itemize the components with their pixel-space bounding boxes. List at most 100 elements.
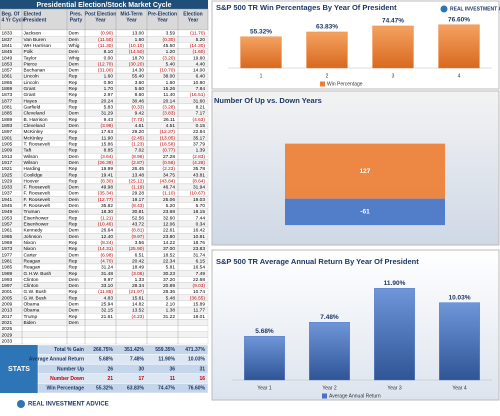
cell: 18.30 — [101, 209, 113, 215]
cell: 46.74 — [163, 185, 175, 191]
value-label: 5.68% — [255, 328, 274, 335]
stats-cell: 11.90% — [158, 357, 175, 363]
cell: (3.99) — [100, 123, 113, 129]
cell: (8.24) — [100, 240, 113, 246]
bar — [285, 198, 445, 226]
cell: Cleveland — [24, 111, 46, 117]
stats-cell: 76.60% — [188, 386, 206, 392]
cell: 28.36 — [163, 289, 175, 295]
cell: (1.60) — [192, 49, 205, 55]
cell: (11.85) — [98, 289, 113, 295]
cell: Rep — [69, 240, 78, 246]
cell: 1881 — [2, 105, 13, 111]
cell: (18.58) — [160, 141, 176, 147]
value-label: 7.48% — [320, 314, 339, 321]
bar — [240, 36, 282, 69]
cell: 37.00 — [163, 246, 175, 252]
cell: 2033 — [2, 338, 13, 344]
cell: T. Roosevelt — [24, 141, 51, 147]
bar — [439, 302, 480, 381]
logo-icon — [440, 5, 448, 13]
cell: 1901 — [2, 135, 13, 141]
cell: (25.12) — [129, 178, 145, 184]
cell: (0.30) — [162, 37, 175, 43]
cell: 1837 — [2, 37, 13, 43]
cell: F. Roosevelt — [24, 191, 51, 197]
x-tick-label: 3 — [392, 73, 395, 79]
cell: (13.05) — [160, 135, 176, 141]
cell: 4.51 — [166, 123, 176, 129]
stats-cell: 30 — [138, 366, 144, 372]
cell: (14.31) — [98, 246, 114, 252]
cell: Wilson — [24, 154, 39, 160]
cell: (3.83) — [162, 111, 175, 117]
cell: 16.42 — [193, 228, 205, 234]
cell: (1.21) — [100, 215, 113, 221]
table-title: Presidential Election/Stock Market Cycle — [37, 2, 172, 9]
cell: Rep — [69, 222, 78, 228]
cell: Kennedy — [24, 228, 44, 234]
cell: Buchanan — [24, 68, 46, 74]
cell: 2021 — [2, 320, 13, 326]
cell: 0.00 — [104, 55, 114, 61]
cell: 6.40 — [196, 74, 206, 80]
cell: Rep — [69, 314, 78, 320]
cell: 12.06 — [163, 222, 175, 228]
cell: 1865 — [2, 80, 13, 86]
cell: (9.03) — [192, 283, 205, 289]
cell: 5.81 — [166, 265, 176, 271]
cell: (3.64) — [100, 154, 113, 160]
stats-cell: 16 — [199, 376, 205, 382]
stats-row-bg — [37, 383, 209, 394]
cell: G.W. Bush — [24, 289, 47, 295]
cell: G.W. Bush — [24, 295, 47, 301]
cell: Biden — [24, 320, 37, 326]
cell: 1849 — [2, 55, 13, 61]
cell: 1909 — [2, 148, 13, 154]
cell: 14.22 — [163, 240, 175, 246]
cell: Rep — [69, 92, 78, 98]
value-label: 74.47% — [382, 18, 404, 25]
cell: 26.45 — [132, 166, 144, 172]
column-header: Year — [126, 17, 137, 23]
cell: 15.86 — [101, 141, 113, 147]
cell: 3.56 — [135, 240, 145, 246]
cell: 13.52 — [132, 308, 144, 314]
cell: 15.89 — [193, 302, 205, 308]
cell: 19.41 — [101, 172, 113, 178]
cell: 1921 — [2, 166, 13, 172]
cell: Dem — [69, 49, 79, 55]
cell: 1877 — [2, 98, 13, 104]
cell: 4.40 — [196, 61, 206, 67]
cell: 5.20 — [166, 203, 176, 209]
cell: (12.77) — [98, 197, 114, 203]
cell: 18.49 — [132, 265, 144, 271]
cell: 0.90 — [104, 80, 114, 86]
cell: (12.70) — [98, 61, 114, 67]
logo: REAL INVESTMENT ADVICE — [28, 402, 109, 408]
cell: Cleveland — [24, 123, 46, 129]
cell: 1869 — [2, 86, 13, 92]
cell: 23.83 — [193, 246, 205, 252]
cell: 18.70 — [132, 55, 144, 61]
cell: 29.28 — [132, 191, 144, 197]
cell: 19.17 — [132, 197, 144, 203]
cell: 30.81 — [132, 209, 144, 215]
cell: Rep — [69, 178, 78, 184]
cell: 8.10 — [104, 49, 114, 55]
cell: (2.23) — [162, 166, 175, 172]
cell: 11.77 — [193, 308, 205, 314]
stats-cell: 31 — [199, 366, 205, 372]
cell: 23.80 — [163, 234, 175, 240]
cell: (1.23) — [131, 141, 144, 147]
cell: 1937 — [2, 191, 13, 197]
cell: 10.80 — [193, 80, 205, 86]
cell: 3.59 — [166, 31, 176, 37]
cell: (16.51) — [190, 92, 206, 98]
cell: 1.33 — [135, 277, 145, 283]
cell: 22.84 — [193, 129, 205, 135]
cell: Clinton — [24, 283, 39, 289]
stats-cell: 10.03% — [188, 357, 206, 363]
cell: 1885 — [2, 111, 13, 117]
